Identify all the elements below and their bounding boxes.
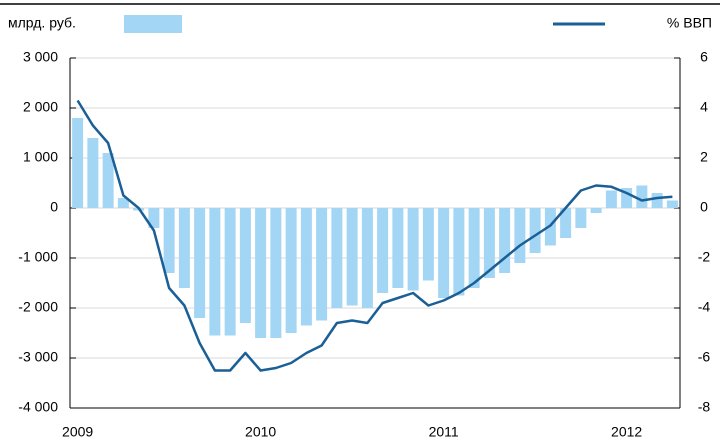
y2-tick-label: 0: [700, 199, 708, 215]
bar: [194, 208, 206, 318]
x-tick-label: 2011: [429, 424, 459, 440]
y-tick-label: 0: [50, 199, 58, 215]
legend-swatch: [124, 15, 182, 33]
x-tick-label: 2009: [62, 424, 93, 440]
bar: [346, 208, 358, 306]
bar: [178, 208, 190, 288]
bar: [117, 198, 129, 208]
y2-tick-label: -2: [698, 249, 711, 265]
x-tick-label: 2012: [611, 424, 642, 440]
y-tick-label: -4 000: [18, 399, 58, 415]
bar: [621, 188, 633, 208]
bar: [361, 208, 373, 308]
bar: [255, 208, 267, 338]
bar: [377, 208, 389, 293]
bar: [270, 208, 282, 338]
bar: [499, 208, 511, 273]
bar: [392, 208, 404, 288]
y-tick-label: -1 000: [18, 249, 58, 265]
bar: [422, 208, 434, 281]
bar: [605, 190, 617, 208]
bar: [102, 153, 114, 208]
bar: [148, 208, 160, 228]
bar: [560, 208, 572, 238]
bar: [316, 208, 328, 321]
legend-label: % ВВП: [667, 15, 712, 31]
bar: [87, 138, 99, 208]
bar: [239, 208, 251, 323]
y2-tick-label: 4: [700, 99, 708, 115]
bar: [453, 208, 465, 296]
bar: [163, 208, 175, 273]
x-tick-label: 2010: [245, 424, 276, 440]
bar: [331, 208, 343, 308]
line: [76, 99, 673, 372]
y2-tick-label: -6: [698, 349, 711, 365]
bar: [72, 118, 84, 208]
bar: [438, 208, 450, 298]
bar: [407, 208, 419, 291]
y2-tick-label: -4: [698, 299, 711, 315]
y-tick-label: 1 000: [23, 149, 58, 165]
bar: [529, 208, 541, 253]
y2-tick-label: 2: [700, 149, 708, 165]
bar: [300, 208, 312, 326]
bar: [575, 208, 587, 228]
bar: [224, 208, 236, 336]
bar: [666, 200, 678, 208]
y-tick-label: -3 000: [18, 349, 58, 365]
bar: [483, 208, 495, 278]
bar: [514, 208, 526, 263]
y-tick-label: 2 000: [23, 99, 58, 115]
bar: [285, 208, 297, 333]
bar: [590, 208, 602, 213]
bar: [209, 208, 221, 336]
y2-tick-label: -8: [698, 399, 711, 415]
bar: [468, 208, 480, 288]
y-tick-label: 3 000: [23, 49, 58, 65]
y-tick-label: -2 000: [18, 299, 58, 315]
legend-label: млрд. руб.: [8, 15, 76, 31]
bar: [636, 185, 648, 208]
y2-tick-label: 6: [700, 49, 708, 65]
bar: [651, 193, 663, 208]
